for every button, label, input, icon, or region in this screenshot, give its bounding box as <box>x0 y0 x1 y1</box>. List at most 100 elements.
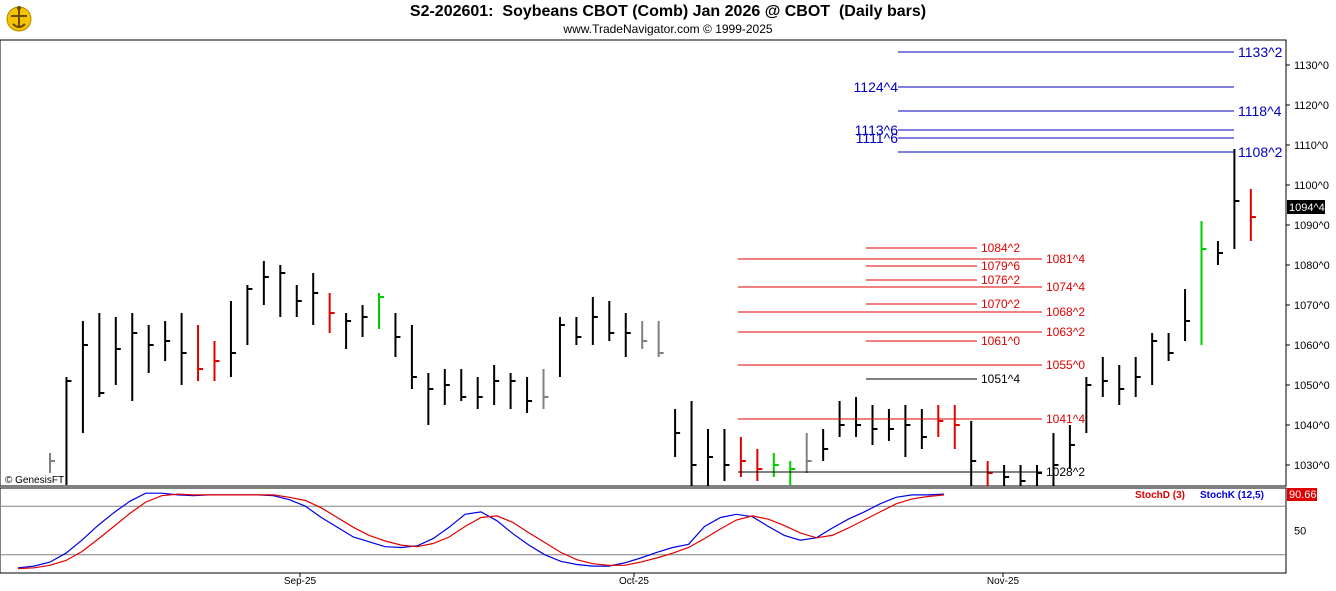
time-tick-label: Sep-25 <box>284 576 317 587</box>
price-bar <box>1134 357 1141 397</box>
price-bar <box>887 409 894 441</box>
price-bar <box>98 313 105 397</box>
price-bar <box>378 293 384 329</box>
blue-level: 1118^4 <box>898 103 1282 119</box>
price-tick-label: 1110^0 <box>1294 140 1328 152</box>
price-bar <box>164 321 171 361</box>
red-level-label: 1061^0 <box>981 334 1020 348</box>
blue-level: 1133^2 <box>898 44 1283 60</box>
blue-level: 1108^2 <box>898 144 1283 160</box>
price-bar <box>1052 433 1059 486</box>
price-bar <box>723 429 730 481</box>
red-level-label: 1079^6 <box>981 259 1020 273</box>
price-bar <box>1216 241 1223 265</box>
price-bar <box>707 429 713 486</box>
price-bar <box>904 405 911 457</box>
blue-level-label: 1118^4 <box>1238 103 1282 119</box>
price-tick-label: 1030^0 <box>1294 460 1330 472</box>
red-level-label: 1076^2 <box>981 273 1020 287</box>
price-bar <box>822 429 829 461</box>
price-tick-label: 1050^0 <box>1294 380 1330 392</box>
price-bar <box>575 317 582 345</box>
price-bar <box>1085 377 1092 433</box>
red-level-label: 1070^2 <box>981 297 1020 311</box>
price-bar <box>1233 149 1240 249</box>
price-bar <box>114 317 121 385</box>
blue-level: 1124^4 <box>854 79 1234 95</box>
red-level: 1041^4 <box>738 412 1085 426</box>
price-bar <box>1249 189 1256 241</box>
price-bar <box>1101 357 1108 397</box>
price-bar <box>657 321 664 357</box>
time-tick-label: Nov-25 <box>987 576 1020 587</box>
price-bar <box>756 449 763 481</box>
price-bar <box>476 377 483 409</box>
red-level: 1079^6 <box>866 259 1020 273</box>
price-bar <box>509 373 516 409</box>
red-level: 1070^2 <box>866 297 1020 311</box>
price-bar <box>1118 365 1125 405</box>
blue-level: 1113^6 <box>855 122 1234 138</box>
red-level-label: 1074^4 <box>1046 280 1085 294</box>
price-bar <box>871 405 878 445</box>
price-bars-layer <box>49 149 1256 486</box>
price-bar <box>279 265 286 317</box>
red-level-label: 1041^4 <box>1046 412 1085 426</box>
price-tick-label: 1040^0 <box>1294 420 1330 432</box>
red-level: 1076^2 <box>866 273 1020 287</box>
trade-navigator-logo <box>3 2 35 34</box>
chart-header: S2-202601: Soybeans CBOT (Comb) Jan 2026… <box>0 0 1336 40</box>
price-bar <box>608 301 615 341</box>
stochastic-panel[interactable] <box>0 487 1287 574</box>
price-tick-label: 1080^0 <box>1294 260 1330 272</box>
price-tick-label: 1090^0 <box>1294 220 1330 232</box>
price-bar <box>641 321 648 349</box>
time-axis: Sep-25 Oct-25 Nov-25 <box>284 573 1020 587</box>
price-bar <box>1003 465 1010 486</box>
red-level: 1074^4 <box>738 280 1085 294</box>
stoch-tick-label: 50 <box>1294 526 1306 538</box>
price-bar <box>460 369 467 401</box>
price-bar <box>920 409 927 449</box>
black-level-label: 1028^2 <box>1046 465 1085 479</box>
price-bar <box>246 285 253 345</box>
stoch-value-label: 90.66 <box>1289 489 1317 501</box>
price-bar <box>739 437 746 477</box>
red-level-label: 1063^2 <box>1046 325 1085 339</box>
last-price-box <box>1287 200 1325 214</box>
price-tick-label: 1070^0 <box>1294 300 1330 312</box>
price-bar <box>81 321 88 433</box>
price-bar <box>295 285 302 317</box>
price-bar <box>970 421 977 486</box>
price-bar <box>624 313 631 357</box>
stoch-series-line <box>17 493 945 570</box>
stoch-legend-entry: StochD (3) <box>1135 490 1185 501</box>
price-bar <box>197 325 204 381</box>
price-bar <box>805 433 812 473</box>
price-bar <box>591 297 598 345</box>
red-level: 1061^0 <box>866 334 1020 348</box>
red-level: 1084^2 <box>866 241 1020 255</box>
chart-title: S2-202601: Soybeans CBOT (Comb) Jan 2026… <box>409 3 927 20</box>
price-bar <box>526 377 533 413</box>
price-bar <box>1167 333 1174 361</box>
price-bar <box>131 313 138 401</box>
price-bar <box>262 261 269 305</box>
price-bar <box>937 405 944 437</box>
price-bar <box>49 453 55 473</box>
red-level: 1063^2 <box>738 325 1085 339</box>
price-bar <box>328 293 335 333</box>
stochastic-layer: StochD (3) StochK (12,5) 50 90.66 <box>0 488 1317 570</box>
price-bar <box>345 313 352 349</box>
price-bar <box>674 409 681 457</box>
price-tick-label: 1100^0 <box>1294 180 1329 192</box>
red-level-label: 1068^2 <box>1046 305 1085 319</box>
price-bar <box>493 365 500 405</box>
price-bar <box>558 317 565 377</box>
stoch-legend-entry: StochK (12,5) <box>1200 490 1264 501</box>
price-panel[interactable] <box>0 39 1287 487</box>
black-level: 1028^2 <box>738 465 1085 479</box>
price-bar <box>410 325 417 389</box>
